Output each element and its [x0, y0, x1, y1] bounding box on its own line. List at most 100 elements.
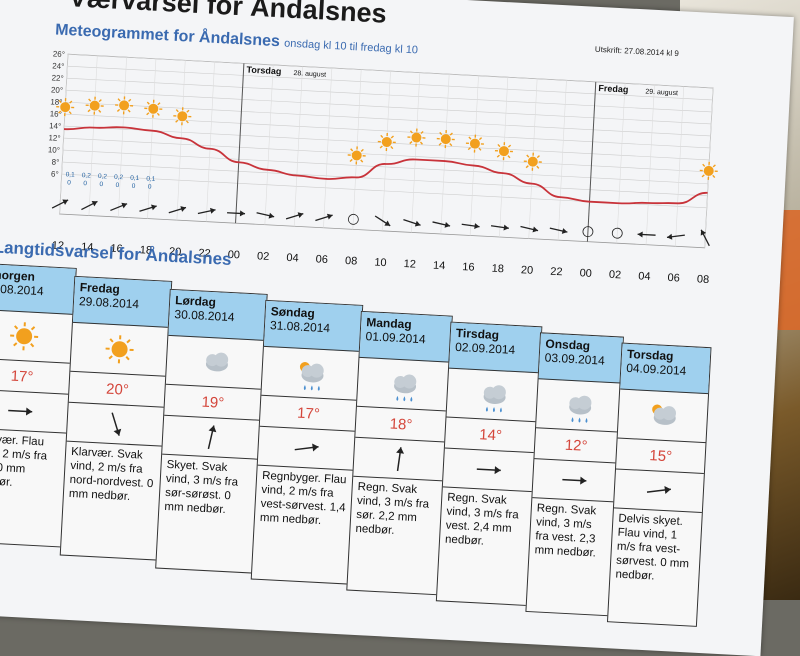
sun-icon — [441, 134, 452, 145]
long-forecast-table: I morgen 28.08.2014 17° Klarvær. Flau vi… — [0, 263, 758, 593]
x-tick-label: 22 — [550, 266, 563, 279]
precip-label: 0 — [99, 181, 103, 188]
y-tick-label: 12° — [48, 133, 61, 143]
sun-icon — [70, 323, 168, 377]
sun-ray — [69, 112, 71, 114]
sun-icon — [0, 310, 73, 364]
sun-ray — [713, 165, 715, 167]
forecast-day-header: Onsdag 03.09.2014 — [539, 333, 623, 383]
y-tick-label: 8° — [51, 157, 59, 166]
forecast-temperature: 12° — [534, 428, 618, 463]
x-tick-label: 18 — [491, 263, 504, 276]
sun-ray — [537, 166, 539, 168]
x-tick-label: 12 — [403, 258, 416, 271]
x-tick-label: 16 — [462, 261, 475, 274]
forecast-description: Regn. Svak vind, 3 m/s fra vest. 2,3 mm … — [529, 498, 614, 564]
forecast-day-header: Søndag 31.08.2014 — [264, 301, 362, 352]
x-tick-label: 04 — [286, 252, 299, 265]
sun-ray — [89, 99, 91, 101]
y-tick-label: 14° — [49, 121, 62, 131]
y-tick-label: 22° — [51, 73, 64, 83]
precip-label: 0 — [67, 179, 71, 186]
forecast-day-header: Tirsdag 02.09.2014 — [449, 323, 541, 374]
forecast-day-4: Mandag 01.09.2014 18° Regn. Svak vind, 3… — [346, 311, 453, 595]
sun-ray — [361, 160, 363, 162]
wind-arrow-icon — [614, 469, 704, 513]
sun-ray — [703, 164, 705, 166]
x-tick-label: 14 — [433, 260, 446, 273]
forecast-day-header: Lørdag 30.08.2014 — [168, 290, 266, 341]
wind-arrow-icon — [67, 403, 165, 447]
sun-ray — [479, 148, 481, 150]
x-tick-label: 06 — [315, 253, 328, 266]
sun-ray — [99, 110, 101, 112]
wind-arrow-icon — [443, 448, 535, 492]
precip-label: 0 — [148, 184, 152, 191]
day-label: Torsdag — [246, 65, 281, 77]
sun-ray — [702, 175, 704, 177]
forecast-description: Regn. Svak vind, 3 m/s fra sør. 2,2 mm n… — [350, 477, 443, 544]
sun-ray — [176, 110, 178, 112]
forecast-day-header: Fredag 29.08.2014 — [73, 277, 171, 328]
forecast-day-5: Tirsdag 02.09.2014 14° Regn. Svak vind, … — [436, 322, 543, 606]
y-tick-label: 10° — [48, 145, 61, 155]
x-tick-label: 04 — [638, 270, 651, 283]
x-tick-label: 10 — [374, 257, 387, 270]
precip-label: 0 — [115, 182, 119, 189]
sun-ray — [147, 113, 149, 115]
precip-label: 0,1 — [146, 175, 156, 182]
forecast-day-3: Søndag 31.08.2014 17° Regnbyger. Flau vi… — [251, 300, 364, 585]
forecast-description: Klarvær. Flau vind, 2 m/s fra øst. 0 mm … — [0, 429, 67, 496]
sun-ray — [157, 113, 159, 115]
rain-icon — [357, 358, 449, 412]
precip-label: 0 — [83, 180, 87, 187]
x-tick-label: 02 — [609, 269, 622, 282]
forecast-temperature: 18° — [355, 407, 446, 443]
precip-label: 0,2 — [114, 174, 124, 181]
forecast-day-date: 04.09.2014 — [626, 361, 705, 379]
sun-icon — [528, 156, 539, 167]
sun-ray — [421, 131, 423, 133]
x-tick-label: 02 — [257, 250, 270, 263]
sun-ray — [450, 144, 452, 146]
wind-arrow-icon — [258, 427, 356, 471]
sun-icon — [89, 100, 100, 111]
forecast-day-1: Fredag 29.08.2014 20° Klarvær. Svak vind… — [60, 276, 173, 561]
wind-arrow-icon — [162, 416, 260, 460]
day-date: 29. august — [645, 88, 678, 97]
forecast-day-header: Mandag 01.09.2014 — [359, 312, 451, 363]
forecast-description: Regn. Svak vind, 3 m/s fra vest. 2,4 mm … — [440, 487, 533, 554]
sun-ray — [187, 110, 189, 112]
cloud-icon — [166, 336, 264, 390]
precip-label: 0,1 — [65, 171, 75, 178]
sun-ray — [380, 146, 382, 148]
precip-label: 0,2 — [82, 172, 92, 179]
y-tick-label: 24° — [52, 61, 65, 71]
sun-ray — [391, 136, 393, 138]
sun-icon — [411, 132, 422, 143]
x-tick-label: 00 — [579, 267, 592, 280]
sun-ray — [351, 149, 353, 151]
sun-icon — [703, 166, 714, 177]
print-date: Utskrift: 27.08.2014 kl 9 — [595, 45, 679, 58]
sun-icon — [119, 100, 130, 111]
sun-ray — [129, 99, 131, 101]
precip-label: 0,1 — [130, 175, 140, 182]
sun-ray — [537, 156, 539, 158]
forecast-temperature: 20° — [69, 372, 166, 408]
x-tick-label: 06 — [667, 272, 680, 285]
sun-ray — [176, 120, 178, 122]
sun-ray — [508, 156, 510, 158]
precip-label: 0 — [132, 183, 136, 190]
sun-ray — [158, 103, 160, 105]
sun-ray — [118, 99, 120, 101]
forecast-temperature: 17° — [0, 359, 71, 395]
sun-ray — [186, 121, 188, 123]
sun-icon — [499, 146, 510, 157]
day-date: 28. august — [293, 70, 326, 79]
sun-ray — [439, 143, 441, 145]
sun-ray — [469, 137, 471, 139]
forecast-description: Regnbyger. Flau vind, 2 m/s fra vest-sør… — [254, 466, 353, 533]
sun-icon — [351, 150, 362, 161]
